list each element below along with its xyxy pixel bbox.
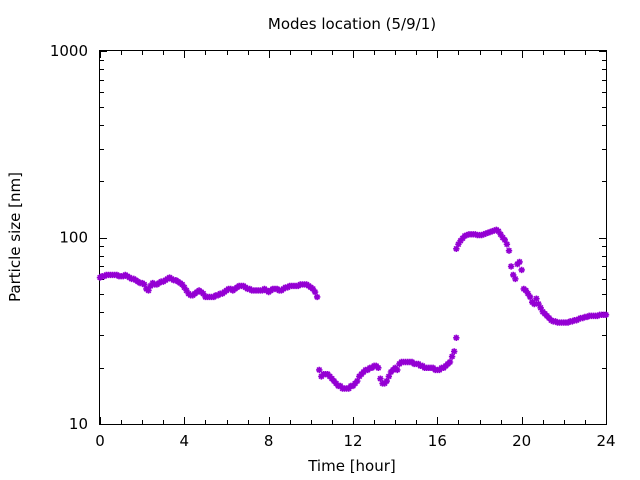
data-point <box>141 281 148 288</box>
data-point <box>495 228 502 235</box>
data-points <box>96 226 610 392</box>
y-tick-label: 1000 <box>50 42 88 60</box>
data-point <box>522 287 530 294</box>
x-tick-label: 24 <box>596 432 615 450</box>
data-point <box>316 366 323 374</box>
data-point <box>526 293 534 301</box>
data-point <box>354 377 361 385</box>
data-point <box>507 263 515 270</box>
x-tick-label: 0 <box>95 432 105 450</box>
x-tick-label: 12 <box>343 432 362 450</box>
data-point <box>147 282 154 290</box>
data-point <box>455 241 462 248</box>
data-point <box>531 300 538 308</box>
data-point <box>505 247 513 254</box>
data-point <box>448 353 456 360</box>
data-point <box>345 385 352 392</box>
data-point <box>602 311 610 319</box>
data-point <box>313 293 321 301</box>
data-point <box>183 287 190 294</box>
data-point <box>497 231 504 238</box>
data-point <box>145 287 152 294</box>
x-tick-label: 20 <box>512 432 531 450</box>
data-point <box>537 304 544 311</box>
data-point <box>375 364 382 372</box>
plot-frame <box>99 50 607 425</box>
x-tick-label: 8 <box>264 432 274 450</box>
data-point <box>377 375 384 382</box>
data-point <box>524 290 532 297</box>
y-tick-labels: 10 100 1000 <box>50 42 88 433</box>
chart-title: Modes location (5/9/1) <box>268 15 436 33</box>
data-point <box>337 382 344 390</box>
data-point <box>385 373 393 380</box>
data-point <box>181 284 188 291</box>
data-point <box>501 236 508 244</box>
data-point <box>446 358 454 366</box>
y-tick-label: 10 <box>69 415 88 433</box>
data-point <box>503 241 511 248</box>
data-point <box>512 275 519 283</box>
data-point <box>200 290 207 297</box>
data-point <box>453 245 460 252</box>
data-point <box>533 295 540 302</box>
x-tick-label: 4 <box>180 432 190 450</box>
x-axis-label: Time [hour] <box>307 457 396 475</box>
x-tick-label: 16 <box>428 432 447 450</box>
data-point <box>179 281 186 288</box>
data-point <box>516 258 523 266</box>
data-point <box>510 271 517 279</box>
data-point <box>309 285 317 293</box>
data-point <box>518 266 525 274</box>
y-axis-label: Particle size [nm] <box>6 172 24 302</box>
data-point <box>383 377 390 385</box>
data-point <box>394 366 401 374</box>
data-point <box>535 300 542 308</box>
y-tick-label: 100 <box>59 229 88 247</box>
data-point <box>453 334 460 341</box>
axis-ticks <box>100 51 607 425</box>
data-point <box>451 348 458 355</box>
x-tick-labels: 0 4 8 12 16 20 24 <box>95 432 615 450</box>
data-point <box>311 288 319 296</box>
